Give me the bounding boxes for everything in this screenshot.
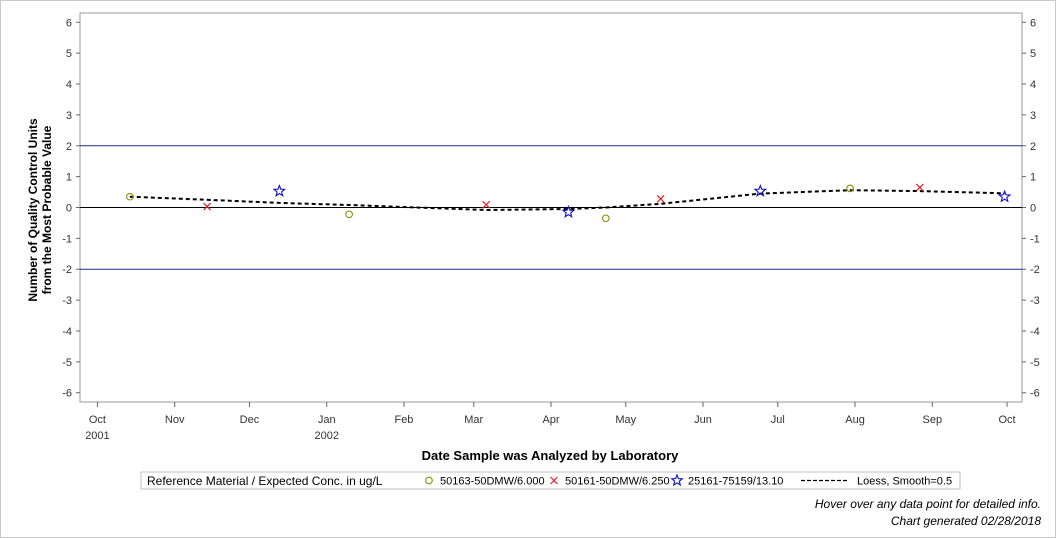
x-tick-label: Aug: [845, 414, 865, 426]
y-tick-label-left: -6: [62, 388, 72, 400]
y-tick-label-left: 2: [66, 141, 72, 153]
x-tick-label: Sep: [922, 414, 942, 426]
y-tick-label-right: -3: [1030, 295, 1040, 307]
y-tick-label-left: -5: [62, 357, 72, 369]
series-3-point-4: [997, 189, 1012, 203]
y-tick-label-left: -4: [62, 326, 72, 338]
series-2-point-4: [915, 183, 924, 192]
series-1-point-4: [846, 184, 854, 193]
legend-label-2: 50161-50DMW/6.250: [565, 476, 670, 488]
x-tick-label: Oct: [89, 414, 106, 426]
y-tick-label-right: 1: [1030, 172, 1036, 184]
series-2-point-4-stroke-b: [915, 183, 924, 192]
legend-swatch-2-stroke-b: [550, 476, 558, 485]
y-tick-label-right: -1: [1030, 233, 1040, 245]
y-tick-label-right: 6: [1030, 17, 1036, 29]
x-tick-label: Jan: [318, 414, 336, 426]
y-tick-label-right: -6: [1030, 388, 1040, 400]
y-tick-label-left: 0: [66, 203, 72, 215]
series-3-point-1: [272, 183, 287, 197]
y-tick-label-left: 1: [66, 172, 72, 184]
y-axis-label-line-1: Number of Quality Control Units: [26, 118, 40, 302]
x-tick-label: Mar: [464, 414, 483, 426]
hover-note: Hover over any data point for detailed i…: [814, 497, 1041, 511]
y-tick-label-left: -3: [62, 295, 72, 307]
series-2-point-2-stroke-b: [482, 200, 491, 209]
legend-box: [140, 471, 961, 490]
y-tick-label-right: 5: [1030, 48, 1036, 60]
y-tick-label-right: 2: [1030, 141, 1036, 153]
legend-label-1: 50163-50DMW/6.000: [440, 476, 545, 488]
generated-note: Chart generated 02/28/2018: [890, 514, 1041, 528]
y-tick-label-left: 5: [66, 48, 72, 60]
y-axis-label-line-2: from the Most Probable Value: [40, 125, 54, 294]
x-tick-year-label: 2001: [85, 430, 109, 442]
y-tick-label-left: -1: [62, 233, 72, 245]
qc-chart: Number of Quality Control Units from the…: [26, 12, 1040, 490]
x-tick-label: Apr: [542, 414, 559, 426]
y-tick-label-right: 3: [1030, 110, 1036, 122]
y-tick-label-right: -5: [1030, 357, 1040, 369]
x-tick-label: Jul: [771, 414, 785, 426]
x-axis-label: Date Sample was Analyzed by Laboratory: [422, 448, 679, 463]
y-tick-label-left: -2: [62, 264, 72, 276]
series-2-point-3: [656, 194, 665, 203]
x-tick-label: Jun: [694, 414, 712, 426]
legend-swatch-1: [425, 476, 433, 485]
series-1-point-3: [601, 214, 610, 223]
y-tick-label-left: 3: [66, 110, 72, 122]
y-tick-label-left: 6: [66, 17, 72, 29]
series-2-point-1: [203, 202, 212, 211]
legend-title: Reference Material / Expected Conc. in u…: [147, 474, 383, 488]
series-2-point-3-stroke-b: [656, 194, 665, 203]
data-marks: [125, 183, 1012, 223]
series-1-point-1: [125, 192, 134, 201]
series-3-point-3: [753, 183, 768, 197]
legend-label-loess: Loess, Smooth=0.5: [857, 476, 952, 488]
series-2-point-2: [482, 200, 491, 209]
y-tick-label-right: 4: [1030, 79, 1036, 91]
y-tick-label-right: -4: [1030, 326, 1040, 338]
x-tick-year-label: 2002: [314, 430, 338, 442]
series-2-point-1-stroke-b: [203, 202, 212, 211]
loess-curve: [129, 189, 1005, 212]
x-tick-label: Dec: [240, 414, 260, 426]
x-tick-label: May: [615, 414, 636, 426]
legend-swatch-3: [670, 473, 684, 487]
x-tick-label: Oct: [998, 414, 1015, 426]
legend-label-3: 25161-75159/13.10: [688, 476, 783, 488]
x-tick-label: Nov: [165, 414, 185, 426]
series-1-point-2: [345, 210, 353, 219]
x-tick-label: Feb: [394, 414, 413, 426]
plot-area: -6 -6 -5 -5 -4 -4 -3 -3 -2 -2 -1 -1 0 0 1 1 2 2 3 3 4 4 5 5 6 6 Oc…: [62, 12, 1040, 442]
y-tick-label-right: 0: [1030, 203, 1036, 215]
legend-swatch-2: [550, 476, 558, 485]
y-tick-label-left: 4: [66, 79, 72, 91]
y-axis-label: Number of Quality Control Units from the…: [26, 118, 54, 302]
legend: Reference Material / Expected Conc. in u…: [140, 471, 961, 490]
y-tick-label-right: -2: [1030, 264, 1040, 276]
series-3-point-2: [561, 204, 576, 218]
